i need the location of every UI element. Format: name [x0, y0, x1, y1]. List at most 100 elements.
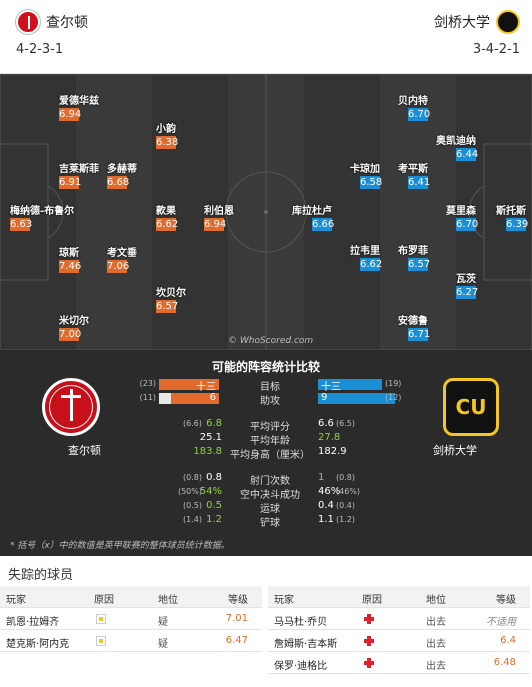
home-team[interactable]: 查尔顿 [16, 10, 88, 34]
away-player[interactable]: 安德鲁 6.71 [398, 312, 430, 341]
away-value: 1.1 [318, 514, 334, 525]
player-name: 琼斯 [59, 248, 79, 259]
away-league-value: (46%) [336, 487, 361, 496]
player-rating: 6.44 [456, 148, 479, 161]
home-player[interactable]: 小韵 6.38 [156, 120, 179, 149]
away-player[interactable]: 库拉杜卢 6.66 [292, 202, 334, 231]
away-player[interactable]: 布罗菲 6.57 [398, 242, 430, 271]
home-league-value: (1.4) [183, 515, 202, 524]
away-player[interactable]: 贝内特 6.70 [398, 92, 431, 121]
stat-label: 平均身高（厘米） [230, 450, 310, 461]
column-header: 原因 [362, 595, 382, 606]
stat-row: (1.4) 1.2 铲球 1.1 (1.2) [0, 514, 532, 529]
home-value: 183.8 [193, 446, 222, 457]
home-league-value: (0.5) [183, 501, 202, 510]
away-league-value: (0.8) [336, 473, 355, 482]
table-row[interactable]: 詹姆斯·吉本斯 出去 6.4 [268, 630, 530, 652]
away-value: 27.8 [318, 432, 341, 443]
player-name: 奥凯迪纳 [436, 136, 476, 147]
home-missing-table: 玩家 原因 地位 等级 凯恩·拉姆齐疑 7.01 楚克斯·阿内克疑 6.47 [0, 586, 262, 652]
stat-label: 射门次数 [250, 476, 290, 487]
home-team-name: 查尔顿 [46, 15, 88, 31]
stat-label: 平均评分 [250, 422, 290, 433]
away-player[interactable]: 斯托斯 6.39 [496, 202, 528, 231]
home-formation: 4-2-3-1 [16, 42, 64, 57]
away-formation: 3-4-2-1 [472, 42, 520, 57]
away-value: 6.6 [318, 418, 334, 429]
stat-label: 空中决斗成功 [240, 490, 300, 501]
player-name: 梅纳德-布鲁尔 [10, 206, 75, 217]
player-rating: 7.46 [59, 260, 82, 273]
home-value: 25.1 [199, 432, 222, 443]
away-player[interactable]: 考平斯 6.41 [398, 160, 430, 189]
table-row[interactable]: 楚克斯·阿内克 疑 6.47 [0, 630, 262, 652]
home-player[interactable]: 米切尔 7.00 [59, 312, 89, 341]
player-name: 小韵 [156, 124, 176, 135]
player-rating: 6.70 [456, 218, 479, 231]
injury-icon [364, 614, 374, 624]
away-player[interactable]: 莫里森 6.70 [446, 202, 479, 231]
player-name[interactable]: 凯恩·拉姆齐 [6, 617, 60, 628]
rating: 6.4 [500, 635, 516, 646]
home-player[interactable]: 考文垂 7.06 [107, 244, 137, 273]
home-player[interactable]: 款果 6.62 [156, 202, 178, 231]
table-header: 玩家 原因 地位 等级 [268, 586, 530, 608]
player-rating: 6.70 [408, 108, 431, 121]
home-player[interactable]: 爱德华兹 6.94 [59, 92, 99, 121]
home-player[interactable]: 坎贝尔 6.57 [156, 284, 186, 313]
home-player[interactable]: 多赫蒂 6.68 [107, 160, 137, 189]
player-name[interactable]: 楚克斯·阿内克 [6, 639, 70, 650]
away-player[interactable]: 奥凯迪纳 6.44 [436, 132, 479, 161]
home-player[interactable]: 梅纳德-布鲁尔 6.63 [10, 202, 74, 231]
stat-label: 运球 [260, 504, 280, 515]
table-row[interactable]: 凯恩·拉姆齐 疑 7.01 [0, 608, 262, 630]
player-name[interactable]: 詹姆斯·吉本斯 [274, 639, 338, 650]
column-header: 地位 [426, 595, 446, 606]
column-header: 玩家 [274, 595, 294, 606]
home-goals-bar [159, 379, 219, 390]
home-assists-bar [171, 393, 219, 404]
player-rating: 6.38 [156, 136, 179, 149]
column-header: 地位 [158, 595, 178, 606]
column-header: 玩家 [6, 595, 26, 606]
table-row[interactable]: 马马杜·乔贝 出去 不适用 [268, 608, 530, 630]
player-rating: 6.27 [456, 286, 479, 299]
home-value: 54% [199, 486, 222, 497]
stat-row: 183.8 平均身高（厘米） 182.9 [0, 446, 532, 461]
injury-icon [364, 636, 374, 646]
table-row[interactable]: 保罗·迪格比 出去 6.48 [268, 652, 530, 674]
away-team[interactable]: 剑桥大学 [434, 10, 520, 34]
player-name[interactable]: 保罗·迪格比 [274, 661, 328, 672]
player-name[interactable]: 马马杜·乔贝 [274, 617, 328, 628]
table-header: 玩家 原因 地位 等级 [0, 586, 262, 608]
stat-row: (0.8) 0.8 射门次数 1 (0.8) [0, 472, 532, 487]
lineup-stats-comparison: 可能的阵容统计比较 CU 查尔顿 剑桥大学 (23) 十三 目标 十三 (19)… [0, 350, 532, 556]
player-rating: 6.57 [156, 300, 179, 313]
stats-title: 可能的阵容统计比较 [211, 360, 320, 374]
home-player[interactable]: 吉莱斯菲 6.91 [59, 160, 99, 189]
player-name: 米切尔 [59, 316, 89, 327]
away-value: 182.9 [318, 446, 347, 457]
player-name: 多赫蒂 [107, 164, 137, 175]
cambridge-crest-icon [496, 10, 520, 34]
player-rating: 6.68 [107, 176, 130, 189]
home-player[interactable]: 琼斯 7.46 [59, 244, 82, 273]
away-player[interactable]: 瓦茨 6.27 [456, 270, 479, 299]
stat-row: (50%) 54% 空中决斗成功 46% (46%) [0, 486, 532, 501]
missing-title: 失踪的球员 [8, 568, 74, 583]
status: 疑 [158, 639, 168, 650]
player-name: 库拉杜卢 [292, 206, 332, 217]
player-name: 利伯恩 [204, 206, 234, 217]
doubtful-icon [96, 636, 106, 646]
home-value: 6.8 [206, 418, 222, 429]
away-player[interactable]: 拉韦里 6.62 [350, 242, 382, 271]
injury-icon [364, 658, 374, 668]
player-rating: 6.91 [59, 176, 82, 189]
home-player[interactable]: 利伯恩 6.94 [204, 202, 234, 231]
home-value: 0.5 [206, 500, 222, 511]
away-player[interactable]: 卡琼加 6.58 [350, 160, 382, 189]
column-header: 等级 [496, 595, 516, 606]
pitch-lines [0, 74, 532, 350]
charlton-crest-icon [16, 10, 40, 34]
player-name: 卡琼加 [350, 164, 380, 175]
